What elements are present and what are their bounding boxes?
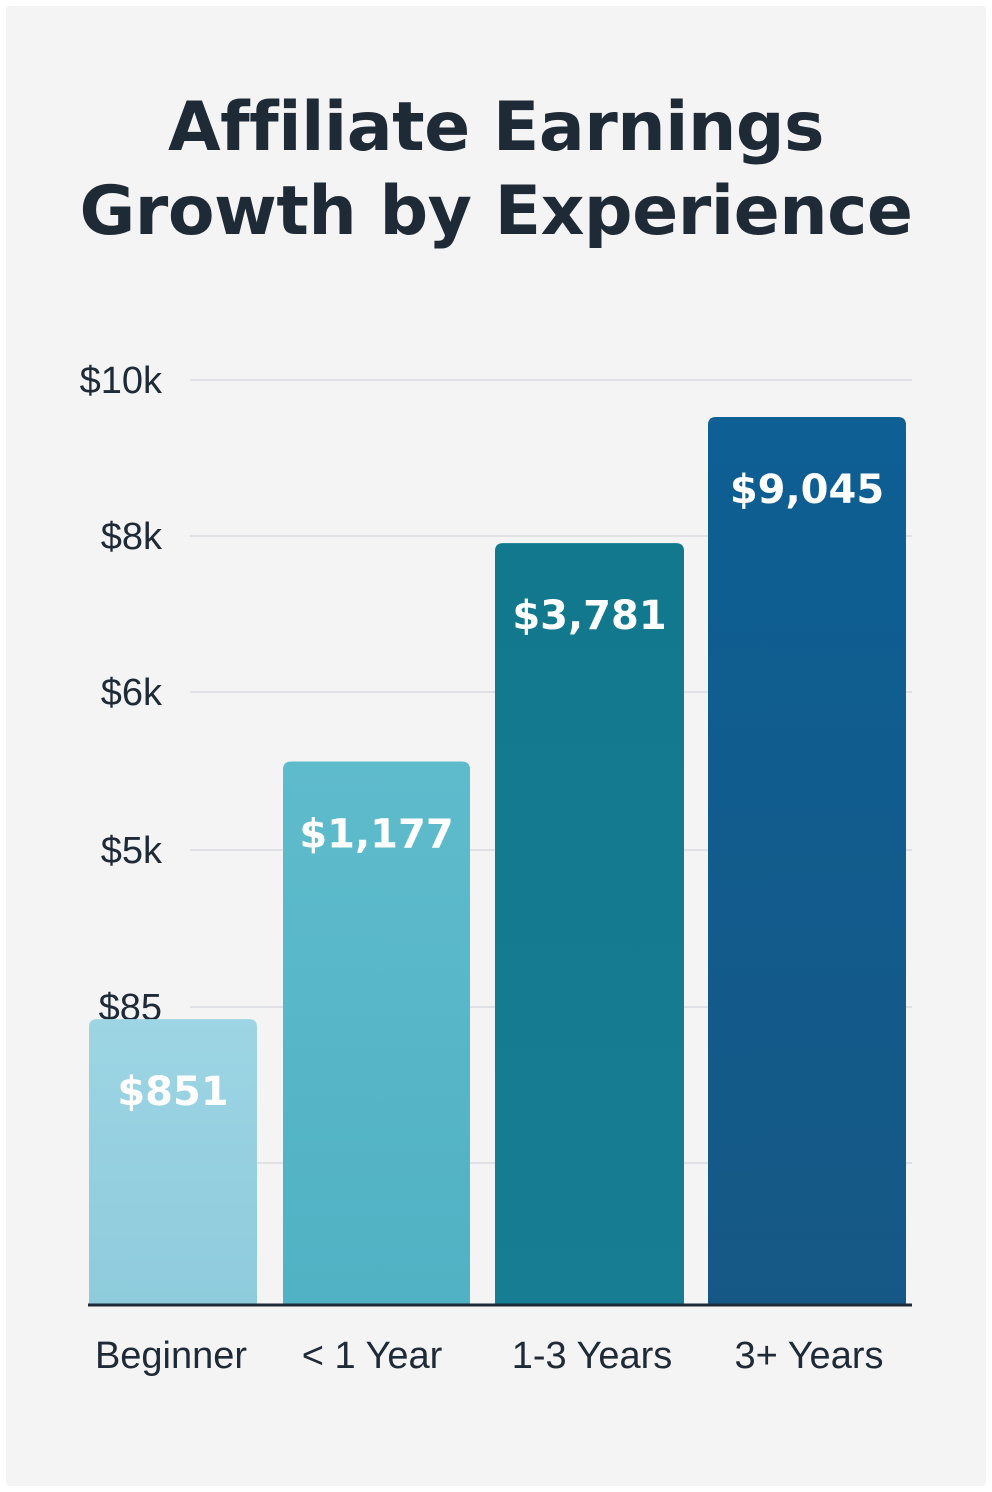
bar-value-label: $3,781 [512, 593, 666, 639]
bar-2 [283, 761, 470, 1305]
y-tick-label: $6k [101, 672, 163, 714]
bar-1 [89, 1019, 257, 1305]
x-tick-label: 3+ Years [735, 1335, 884, 1377]
y-tick-label: $8k [101, 516, 163, 558]
chart-title-line-1: Affiliate Earnings [167, 88, 825, 167]
bar-3 [495, 543, 684, 1305]
bar-value-label: $851 [117, 1069, 228, 1115]
x-tick-label: 1-3 Years [512, 1335, 673, 1377]
x-tick-label: Beginner [95, 1335, 247, 1377]
chart-title-line-2: Growth by Experience [79, 172, 913, 251]
bar-value-label: $1,177 [299, 812, 453, 858]
bar-4 [708, 417, 906, 1305]
bar-value-label: $9,045 [730, 467, 884, 513]
x-tick-label: < 1 Year [302, 1335, 443, 1377]
y-tick-label: $10k [80, 360, 163, 402]
y-tick-label: $5k [101, 830, 163, 872]
